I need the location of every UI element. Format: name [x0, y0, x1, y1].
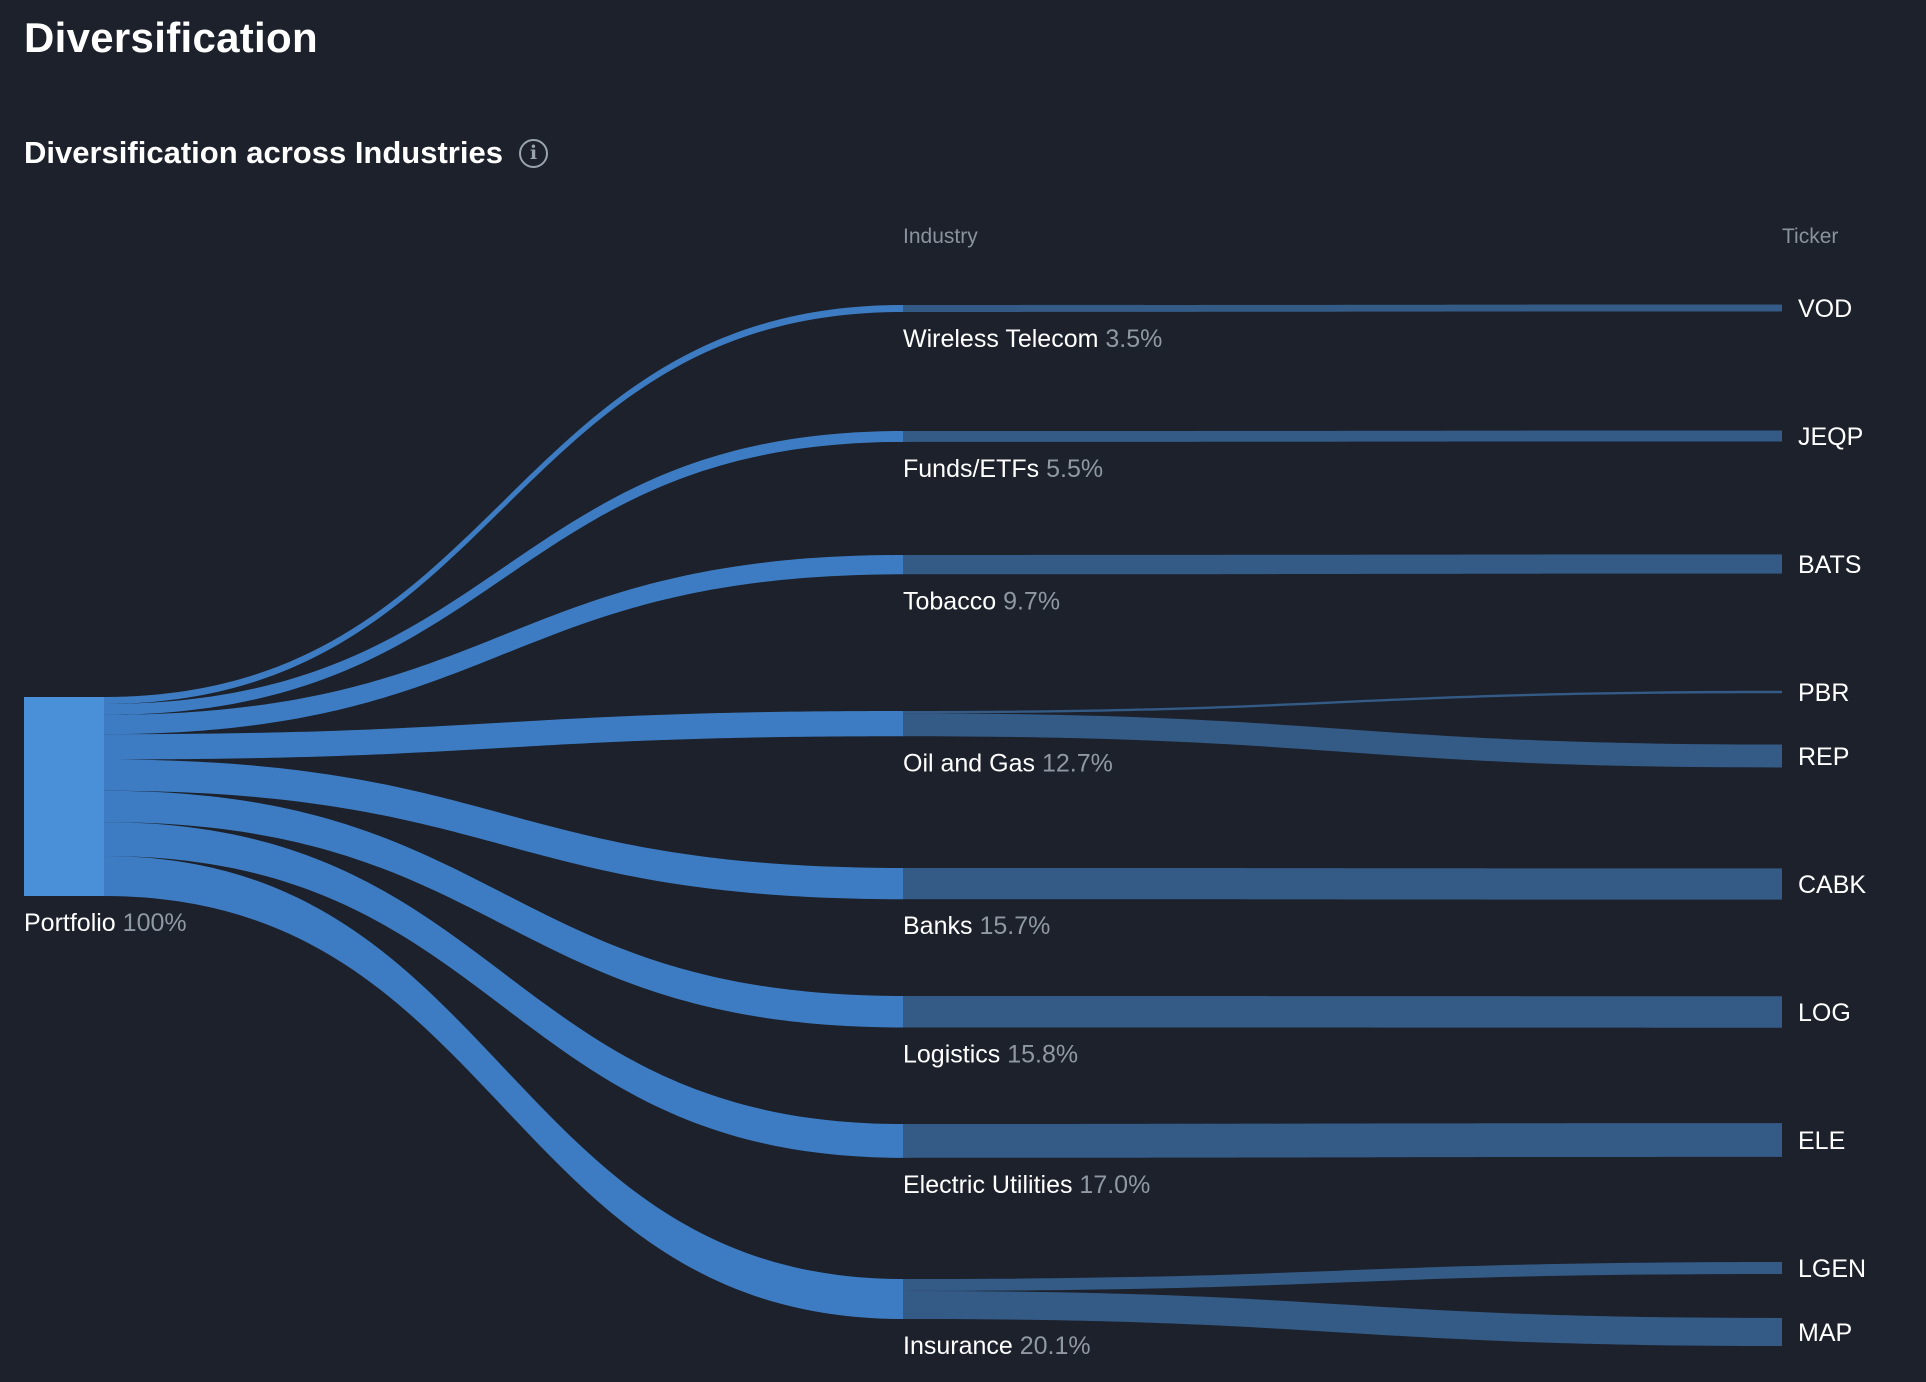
ticker-label-map: MAP — [1798, 1319, 1852, 1347]
ticker-label-ele: ELE — [1798, 1127, 1845, 1155]
flow-portfolio-insurance — [104, 856, 903, 1319]
flow-insurance-map — [903, 1290, 1782, 1347]
ticker-label-bats: BATS — [1798, 551, 1861, 579]
flow-funds-etfs-jeqp — [903, 430, 1782, 442]
industry-label-insurance: Insurance 20.1% — [903, 1332, 1091, 1360]
ticker-label-cabk: CABK — [1798, 871, 1866, 899]
flow-portfolio-wireless-telecom — [104, 305, 903, 704]
industry-label-electric-utilities: Electric Utilities 17.0% — [903, 1171, 1150, 1199]
flow-oil-and-gas-pbr — [903, 690, 1782, 714]
flow-wireless-telecom-vod — [903, 304, 1782, 312]
industry-label-banks: Banks 15.7% — [903, 912, 1050, 940]
section-title: Diversification across Industries — [24, 135, 503, 170]
column-header-industry: Industry — [903, 225, 978, 248]
industry-label-wireless-telecom: Wireless Telecom 3.5% — [903, 325, 1162, 353]
portfolio-label: Portfolio 100% — [24, 909, 187, 937]
ticker-label-jeqp: JEQP — [1798, 423, 1863, 451]
industry-label-oil-and-gas: Oil and Gas 12.7% — [903, 749, 1113, 777]
info-icon[interactable]: i — [518, 138, 548, 168]
page-title: Diversification — [24, 14, 318, 61]
flow-portfolio-banks — [104, 759, 903, 900]
column-header-ticker: Ticker — [1782, 225, 1838, 248]
flow-portfolio-funds-etfs — [104, 431, 903, 715]
flow-portfolio-tobacco — [104, 555, 903, 735]
flow-electric-utilities-ele — [903, 1123, 1782, 1158]
section-header: Diversification across Industries i — [24, 135, 548, 171]
flow-oil-and-gas-rep — [903, 713, 1782, 768]
industry-label-logistics: Logistics 15.8% — [903, 1040, 1078, 1068]
flow-portfolio-oil-and-gas — [104, 711, 903, 760]
ticker-label-log: LOG — [1798, 999, 1851, 1027]
industry-label-tobacco: Tobacco 9.7% — [903, 587, 1060, 615]
ticker-label-rep: REP — [1798, 743, 1849, 771]
flow-tobacco-bats — [903, 554, 1782, 575]
flow-insurance-lgen — [903, 1262, 1782, 1291]
ticker-label-vod: VOD — [1798, 295, 1852, 323]
flow-banks-cabk — [903, 868, 1782, 900]
flow-logistics-log — [903, 996, 1782, 1028]
portfolio-node — [24, 697, 104, 896]
industry-label-funds-etfs: Funds/ETFs 5.5% — [903, 455, 1103, 483]
ticker-label-lgen: LGEN — [1798, 1255, 1866, 1283]
flow-portfolio-logistics — [104, 790, 903, 1028]
ticker-label-pbr: PBR — [1798, 679, 1849, 707]
flow-portfolio-electric-utilities — [104, 822, 903, 1158]
